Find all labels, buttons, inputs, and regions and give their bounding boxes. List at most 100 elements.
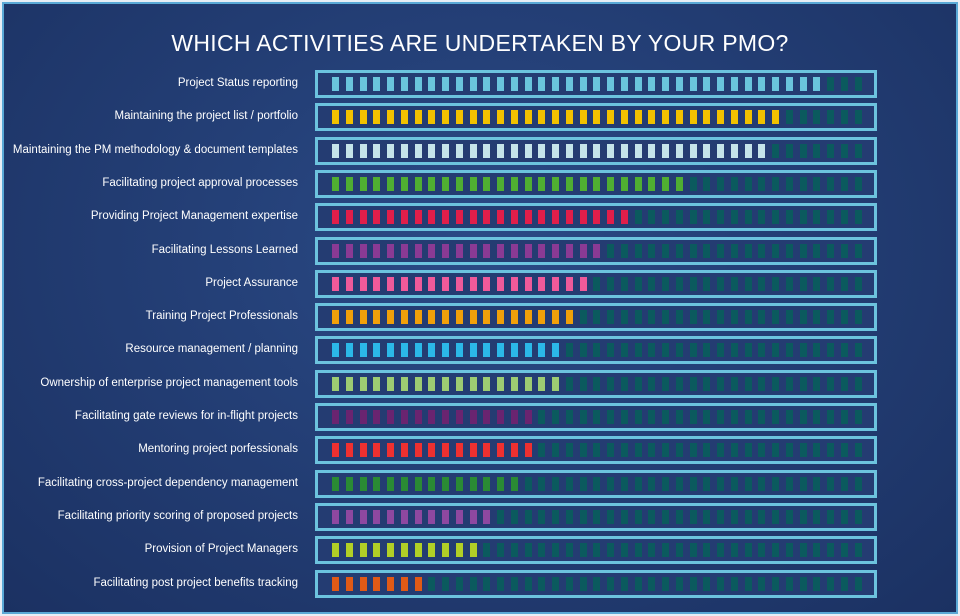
bar-row: Ownership of enterprise project manageme… [4, 369, 956, 398]
bar-segment-filled [414, 176, 422, 191]
bar-segment-empty [813, 443, 821, 458]
bar-segment-empty [593, 410, 601, 424]
bar-segment-empty [772, 143, 779, 158]
bar-segment-empty [538, 476, 546, 491]
bar-segment-empty [510, 509, 518, 524]
bar-segment-empty [730, 476, 738, 491]
bar-segment-filled [469, 243, 477, 258]
bar-segment-empty [772, 376, 779, 391]
bar-track [315, 169, 877, 198]
bar-segment-empty [758, 443, 766, 458]
bar-segment-filled [620, 143, 628, 158]
bar-segment-empty [785, 110, 793, 125]
bar-segment-empty [785, 443, 793, 458]
bar-segment-empty [840, 576, 848, 591]
bar-segment-filled [332, 310, 339, 325]
bar-segment-filled [387, 310, 394, 325]
bar-segment-filled [442, 210, 449, 225]
bar-segment-empty [744, 543, 752, 558]
bar-segment-empty [648, 343, 656, 358]
bar-segment-filled [442, 376, 449, 391]
bar-segment-empty [772, 410, 779, 424]
bar-segment-filled [469, 210, 477, 225]
bar-segment-empty [813, 210, 821, 225]
bar-segment-filled [565, 276, 573, 291]
bar-segment-empty [785, 276, 793, 291]
bar-segment-empty [730, 176, 738, 191]
bar-segment-empty [813, 376, 821, 391]
bar-segment-filled [524, 243, 532, 258]
bar-segment-empty [538, 543, 546, 558]
bar-segment-empty [689, 210, 697, 225]
bar-segment-empty [772, 176, 779, 191]
bar-segment-empty [662, 376, 669, 391]
bar-segment-filled [359, 376, 367, 391]
category-label: Facilitating post project benefits track… [93, 576, 298, 589]
bar-segment-empty [565, 576, 573, 591]
bar-segment-filled [428, 509, 436, 524]
bar-segment-filled [332, 476, 339, 491]
bar-segment-empty [772, 276, 779, 291]
bar-segment-empty [620, 509, 628, 524]
bar-track [315, 136, 877, 165]
bar-segment-empty [799, 376, 807, 391]
bar-segment-empty [799, 310, 807, 325]
bar-segment-empty [607, 576, 614, 591]
bar-segment-filled [593, 110, 601, 125]
bar-segment-filled [345, 276, 353, 291]
bar-row: Facilitating project approval processes [4, 169, 956, 198]
bar-segment-empty [854, 410, 862, 424]
bar-segment-empty [854, 543, 862, 558]
category-label: Facilitating cross-project dependency ma… [37, 476, 298, 489]
bar-segment-empty [840, 376, 848, 391]
bar-segment-empty [538, 576, 546, 591]
category-label: Project Assurance [205, 276, 298, 289]
bar-segment-filled [414, 210, 422, 225]
bar-segment-empty [648, 276, 656, 291]
bar-segment-filled [799, 77, 807, 91]
bar-segment-filled [730, 110, 738, 125]
bar-segment-filled [442, 476, 449, 491]
bar-segment-filled [428, 343, 436, 358]
bar-segment-empty [717, 543, 724, 558]
bar-segment-filled [675, 77, 683, 91]
bar-segment-filled [345, 376, 353, 391]
bar-segment-filled [373, 576, 381, 591]
bar-segment-empty [662, 576, 669, 591]
category-label: Facilitating project approval processes [102, 176, 298, 189]
bar-segment-empty [827, 376, 834, 391]
bar-segment-empty [799, 576, 807, 591]
bar-segment-filled [359, 476, 367, 491]
bar-segment-empty [497, 543, 504, 558]
bar-segment-empty [813, 243, 821, 258]
bar-segment-filled [345, 343, 353, 358]
bar-segment-filled [345, 576, 353, 591]
bar-segment-filled [332, 143, 339, 158]
bar-segment-empty [689, 343, 697, 358]
bar-segment-filled [565, 243, 573, 258]
bar-segment-empty [689, 476, 697, 491]
bar-segment-filled [565, 110, 573, 125]
bar-segment-empty [840, 143, 848, 158]
bar-segment-empty [840, 210, 848, 225]
bar-segment-filled [428, 310, 436, 325]
bar-segment-filled [387, 210, 394, 225]
bar-segment-empty [634, 476, 642, 491]
bar-segment-filled [497, 176, 504, 191]
bar-segment-filled [359, 410, 367, 424]
bar-segment-filled [414, 509, 422, 524]
bar-segment-empty [579, 310, 587, 325]
bar-segment-empty [675, 410, 683, 424]
bar-segment-empty [730, 343, 738, 358]
bar-segment-empty [758, 343, 766, 358]
bar-segment-empty [744, 343, 752, 358]
bar-segment-filled [387, 110, 394, 125]
bar-segment-empty [827, 410, 834, 424]
bar-segment-empty [620, 243, 628, 258]
bar-segment-filled [483, 276, 491, 291]
bar-segment-filled [332, 576, 339, 591]
bar-segment-empty [813, 176, 821, 191]
bar-segment-filled [373, 243, 381, 258]
bar-segment-empty [785, 376, 793, 391]
bar-segment-empty [675, 376, 683, 391]
